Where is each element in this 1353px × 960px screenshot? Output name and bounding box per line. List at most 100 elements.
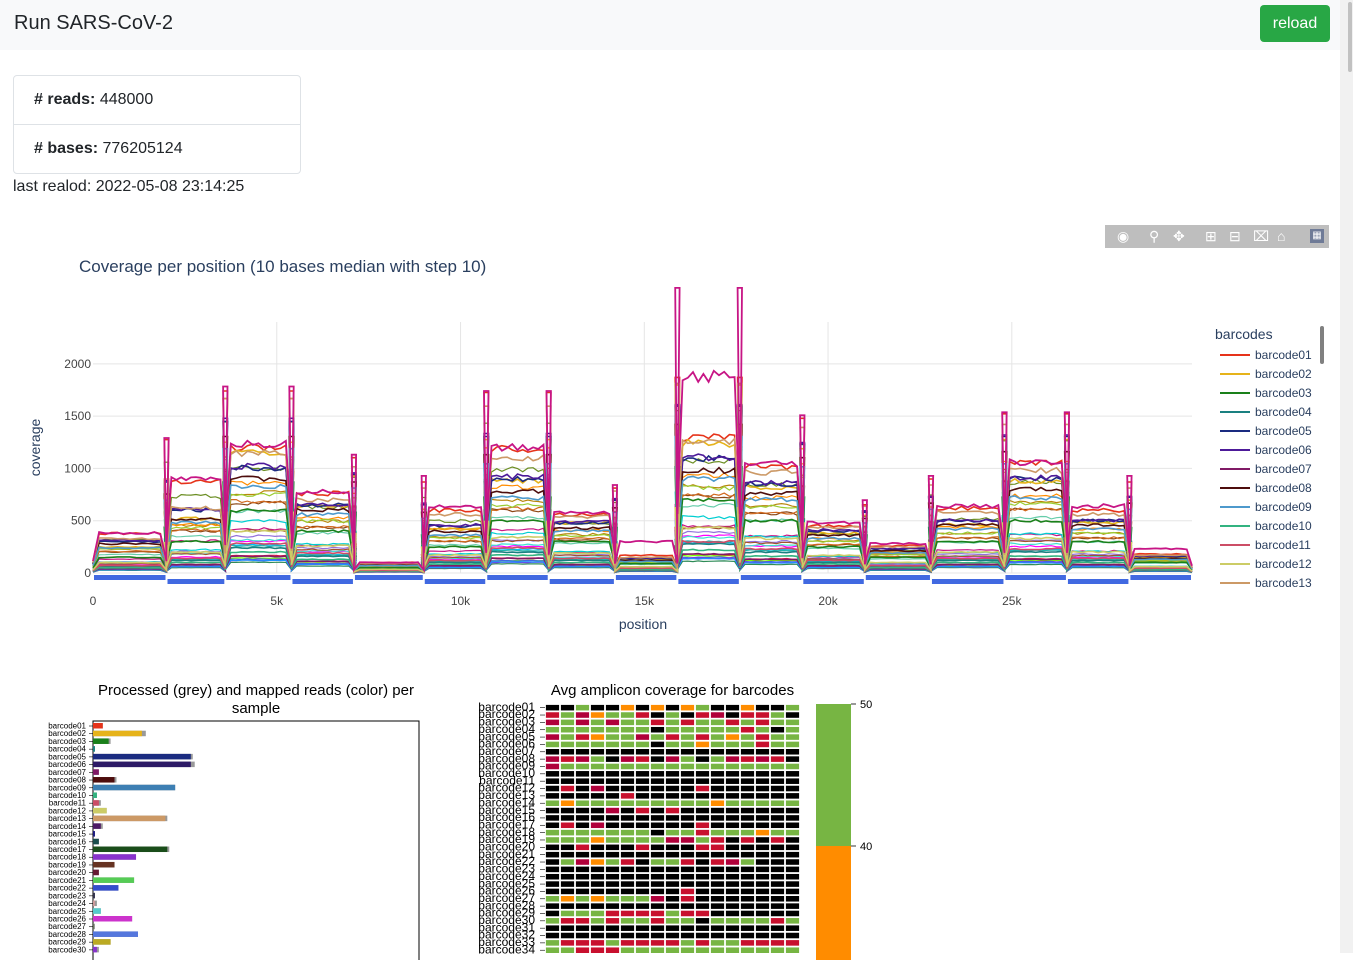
legend-item-barcode06[interactable]: barcode06 [1215, 440, 1325, 459]
heatmap-cell [620, 895, 635, 903]
heatmap-cell [740, 704, 755, 712]
coverage-chart[interactable]: 0 500 1000 1500 2000 0 5k 10k 15k 20k 25k position c… [0, 287, 1200, 640]
navbar-title[interactable]: Run SARS-CoV-2 [14, 12, 173, 34]
heatmap-cell [785, 880, 800, 888]
zoom-in-icon[interactable]: ⊞ [1205, 228, 1217, 244]
plotly-logo-icon[interactable]: ▦ [1310, 229, 1324, 243]
heatmap-cell [755, 836, 770, 844]
heatmap-cell [695, 858, 710, 866]
heatmap-cell [545, 704, 560, 712]
scrollbar-thumb[interactable] [1348, 2, 1352, 72]
heatmap-cell [560, 917, 575, 925]
legend-item-barcode08[interactable]: barcode08 [1215, 478, 1325, 497]
heatmap-cell [620, 784, 635, 793]
legend-item-barcode13[interactable]: barcode13 [1215, 573, 1325, 591]
heatmap-cell [770, 792, 785, 800]
legend-item-barcode03[interactable]: barcode03 [1215, 383, 1325, 402]
heatmap-cell [740, 718, 755, 726]
heatmap-cell [680, 799, 695, 807]
heatmap-cell [635, 740, 650, 748]
heatmap-cell [785, 946, 800, 954]
heatmap-cell [650, 917, 665, 925]
legend-item-barcode02[interactable]: barcode02 [1215, 364, 1325, 383]
heatmap-cell [545, 858, 560, 866]
heatmap-cell [545, 865, 560, 873]
legend-swatch [1220, 353, 1250, 356]
heatmap-cell [710, 851, 725, 859]
mapped-bar [93, 723, 103, 729]
heatmap-cell [635, 733, 650, 741]
heatmap-cell [560, 748, 575, 756]
heatmap-cell [620, 748, 635, 756]
camera-icon[interactable]: ◉ [1117, 228, 1130, 244]
heatmap-cell [590, 917, 605, 925]
legend-item-barcode05[interactable]: barcode05 [1215, 421, 1325, 440]
heatmap-cell [770, 748, 785, 756]
heatmap-cell [785, 784, 800, 793]
mapped-bar [93, 939, 111, 945]
heatmap-cell [620, 821, 635, 829]
heatmap-cell [620, 946, 635, 954]
zoom-out-icon[interactable]: ⊟ [1229, 228, 1241, 244]
heatmap-cell [665, 873, 680, 881]
page-scrollbar[interactable] [1340, 0, 1353, 953]
heatmap-cell [665, 799, 680, 807]
autoscale-icon[interactable]: ⌧ [1253, 228, 1270, 244]
mapped-bar [93, 800, 99, 806]
heatmap-cell [695, 829, 710, 837]
heatmap-cell [590, 821, 605, 829]
heatmap-cell [575, 726, 590, 734]
heatmap-cell [650, 740, 665, 748]
heatmap-cell [620, 924, 635, 932]
legend-label: barcode06 [1255, 442, 1312, 457]
mapped-bar [93, 769, 99, 775]
heatmap-cell [635, 873, 650, 881]
legend-item-barcode10[interactable]: barcode10 [1215, 516, 1325, 535]
heatmap-cell [545, 924, 560, 932]
heatmap-cell [710, 917, 725, 925]
heatmap-cell [755, 740, 770, 748]
heatmap-cell [590, 726, 605, 734]
heatmap-row-label: barcode10 [478, 766, 535, 780]
legend-item-barcode04[interactable]: barcode04 [1215, 402, 1325, 421]
heatmap-cell [710, 829, 725, 837]
legend-item-barcode11[interactable]: barcode11 [1215, 535, 1325, 554]
home-icon[interactable]: ⌂ [1277, 228, 1286, 244]
heatmap-cell [710, 902, 725, 910]
reload-button[interactable]: reload [1260, 5, 1330, 42]
amplicon-segment [1067, 579, 1129, 584]
heatmap-cell [605, 924, 620, 932]
pan-icon[interactable]: ✥ [1173, 228, 1185, 244]
heatmap-cell [560, 799, 575, 807]
zoom-icon[interactable]: ⚲ [1149, 228, 1160, 244]
heatmap-cell [575, 799, 590, 807]
heatmap-cell [755, 770, 770, 778]
heatmap-cell [785, 740, 800, 748]
heatmap-cell [680, 704, 695, 712]
heatmap-cell [755, 946, 770, 954]
heatmap-cell [710, 807, 725, 815]
heatmap-cell [740, 748, 755, 756]
heatmap-cell [770, 807, 785, 815]
heatmap-cell [695, 909, 710, 918]
heatmap-cell [680, 902, 695, 910]
heatmap-cell [740, 821, 755, 829]
heatmap-cell [590, 711, 605, 719]
reads-category-label: barcode04 [48, 745, 86, 754]
heatmap-cell [710, 887, 725, 895]
reads-category-label: barcode20 [48, 868, 86, 877]
coverage-legend: barcodes barcode01 barcode02 barcode03 barc… [1215, 326, 1325, 591]
legend-item-barcode07[interactable]: barcode07 [1215, 459, 1325, 478]
heatmap-cell [545, 807, 560, 815]
legend-item-barcode12[interactable]: barcode12 [1215, 554, 1325, 573]
heatmap-cell [755, 880, 770, 888]
heatmap-cell [695, 726, 710, 734]
legend-item-barcode09[interactable]: barcode09 [1215, 497, 1325, 516]
heatmap-cell [590, 784, 605, 793]
heatmap-cell [560, 740, 575, 748]
heatmap-cell [605, 887, 620, 895]
legend-scrollbar[interactable] [1320, 326, 1324, 364]
heatmap-cell [755, 829, 770, 837]
legend-item-barcode01[interactable]: barcode01 [1215, 345, 1325, 364]
heatmap-cell [740, 755, 755, 763]
